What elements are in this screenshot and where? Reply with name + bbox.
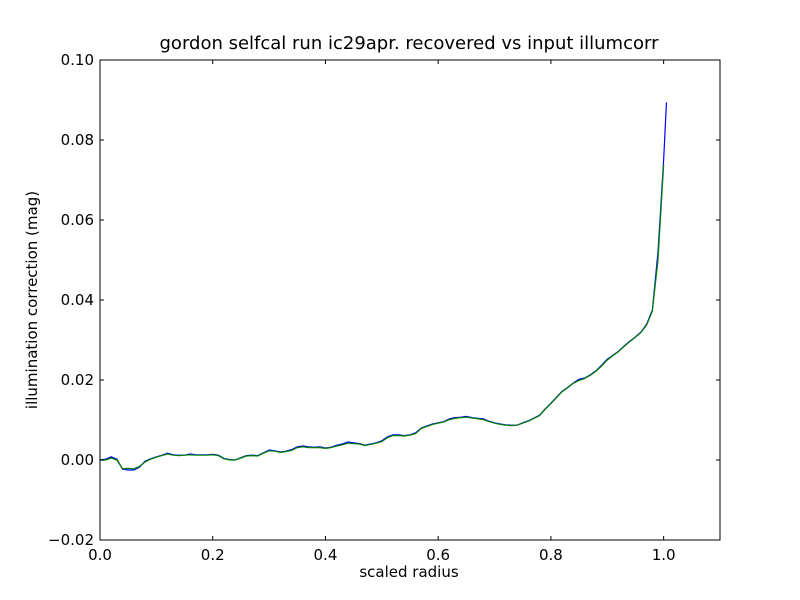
x-tick-label: 0.6 <box>426 546 450 564</box>
series-line-2 <box>99 164 665 470</box>
x-tick-label: 0.4 <box>314 546 338 564</box>
x-tick-label: 0.0 <box>88 546 112 564</box>
plot-area: 0.0 0.2 0.4 0.6 0.8 1.0 −0.02 0.00 0.02 0.04 0.06… <box>48 51 721 564</box>
x-axis-label: scaled radius <box>359 563 458 581</box>
y-tick-label: 0.02 <box>61 371 94 389</box>
x-tick-label: 0.8 <box>539 546 563 564</box>
series-layer <box>99 102 668 471</box>
y-tick-label: 0.04 <box>61 291 94 309</box>
x-tick-label: 1.0 <box>652 546 676 564</box>
y-axis-ticks: −0.02 0.00 0.02 0.04 0.06 0.08 0.10 <box>48 51 720 549</box>
plot-background <box>100 60 720 540</box>
y-tick-label: 0.08 <box>61 131 94 149</box>
y-tick-label: 0.10 <box>61 51 94 69</box>
x-axis-ticks: 0.0 0.2 0.4 0.6 0.8 1.0 <box>88 60 676 564</box>
x-tick-label: 0.2 <box>201 546 225 564</box>
y-axis-label: illumination correction (mag) <box>23 191 41 409</box>
y-tick-label: −0.02 <box>48 531 94 549</box>
y-tick-label: 0.06 <box>61 211 94 229</box>
chart-title: gordon selfcal run ic29apr. recovered vs… <box>160 33 660 54</box>
y-tick-label: 0.00 <box>61 451 94 469</box>
